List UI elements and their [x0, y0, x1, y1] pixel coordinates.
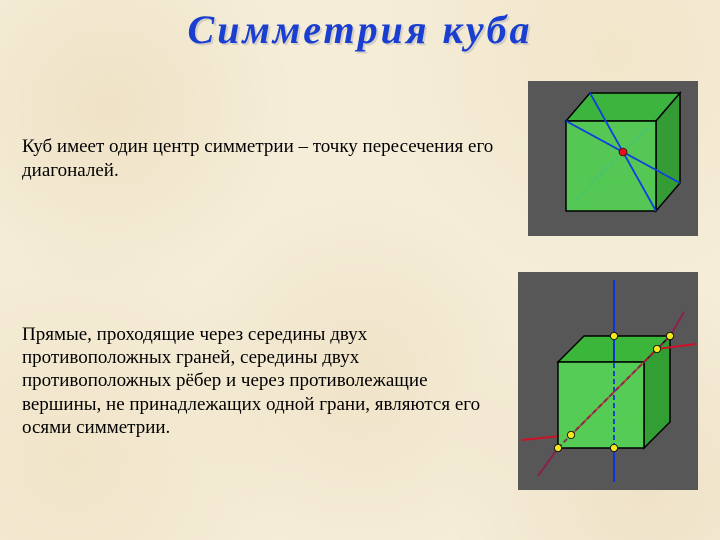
diagram-cube-axes [518, 272, 698, 490]
page-title: Симметрия куба [0, 0, 720, 53]
paragraph-2: Прямые, проходящие через середины двух п… [22, 323, 498, 439]
diagram-cube-center [528, 81, 698, 236]
paragraph-1: Куб имеет один центр симметрии – точку п… [22, 135, 496, 181]
section-1: Куб имеет один центр симметрии – точку п… [0, 81, 720, 236]
cube-symmetry-axes-svg [518, 272, 698, 490]
section-2: Прямые, проходящие через середины двух п… [0, 272, 720, 490]
cube-symmetry-center-svg [528, 81, 698, 236]
